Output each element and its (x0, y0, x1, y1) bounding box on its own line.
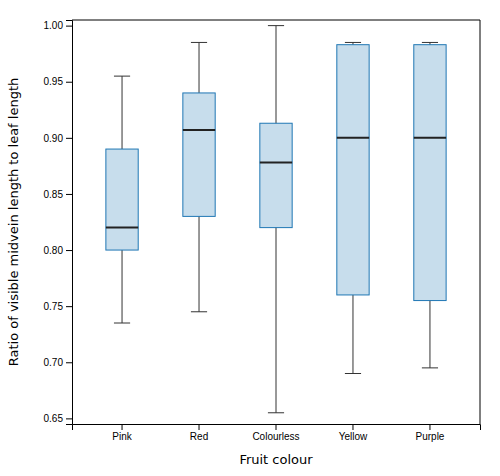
y-tick: 0.65 (44, 413, 72, 424)
x-tick-mark (352, 424, 353, 430)
x-tick: Red (190, 424, 208, 442)
y-axis-title: Ratio of visible midvein length to leaf … (6, 78, 21, 367)
y-tick-label: 0.95 (44, 76, 64, 87)
cap-low (345, 373, 361, 374)
y-tick: 0.85 (44, 189, 72, 200)
cap-high (422, 42, 438, 43)
whisker-low (122, 250, 123, 323)
x-tick-mark (199, 424, 200, 430)
frame (480, 20, 481, 424)
box-group (106, 76, 138, 323)
whisker-high (122, 76, 123, 149)
x-tick-mark (122, 424, 123, 430)
x-axis-title: Fruit colour (239, 452, 313, 467)
y-tick: 0.95 (44, 76, 72, 87)
y-tick: 0.90 (44, 133, 72, 144)
x-tick-label: Colourless (252, 431, 299, 442)
x-axis: Pink Red Colourless Yellow Purple (73, 424, 481, 442)
y-tick-mark (66, 250, 72, 251)
x-tick-label: Pink (112, 431, 132, 442)
whisker-low (199, 216, 200, 311)
box (183, 93, 215, 216)
x-tick: Pink (112, 424, 132, 442)
y-tick-mark (66, 82, 72, 83)
box (106, 149, 138, 250)
y-tick-mark (66, 194, 72, 195)
x-tick-label: Red (190, 431, 208, 442)
y-tick-label: 0.80 (44, 245, 64, 256)
median (106, 227, 138, 229)
y-tick-label: 0.70 (44, 357, 64, 368)
y-tick-label: 0.65 (44, 413, 64, 424)
y-tick: 0.75 (44, 301, 72, 312)
chart: 0.65 0.70 0.75 0.80 0.85 0.90 0.95 1.00 Pink Red C… (0, 0, 500, 476)
y-tick-mark (66, 306, 72, 307)
box (414, 45, 446, 301)
x-tick: Yellow (339, 424, 368, 442)
box-group (414, 42, 446, 367)
y-tick: 0.70 (44, 357, 72, 368)
cap-high (345, 42, 361, 43)
y-tick-mark (66, 418, 72, 419)
cap-low (114, 323, 130, 324)
x-tick-label: Purple (416, 431, 445, 442)
cap-high (114, 76, 130, 77)
frame (72, 20, 480, 21)
plot: 0.65 0.70 0.75 0.80 0.85 0.90 0.95 1.00 Pink Red C… (44, 20, 481, 442)
cap-high (191, 42, 207, 43)
y-tick-mark (66, 26, 72, 27)
cap-low (191, 311, 207, 312)
box-group (260, 26, 292, 413)
y-tick-mark (66, 138, 72, 139)
x-tick: Colourless (252, 424, 299, 442)
median (414, 137, 446, 139)
x-tick: Purple (416, 424, 445, 442)
whisker-low (276, 228, 277, 413)
y-tick-label: 0.90 (44, 133, 64, 144)
cap-low (422, 367, 438, 368)
y-tick-mark (66, 362, 72, 363)
box-group (337, 42, 369, 373)
median (183, 129, 215, 131)
y-tick-label: 0.75 (44, 301, 64, 312)
whisker-low (352, 295, 353, 374)
y-axis-line (66, 21, 73, 425)
y-tick-label: 0.85 (44, 189, 64, 200)
whisker-low (429, 301, 430, 368)
cap-high (268, 25, 284, 26)
x-axis-line (73, 425, 481, 431)
y-tick-label: 1.00 (44, 20, 64, 31)
boxes (106, 26, 446, 413)
box-group (183, 42, 215, 311)
whisker-high (199, 42, 200, 93)
box (260, 123, 292, 227)
cap-low (268, 412, 284, 413)
x-tick-mark (429, 424, 430, 430)
x-tick-mark (276, 424, 277, 430)
y-tick: 0.80 (44, 245, 72, 256)
x-tick-label: Yellow (339, 431, 368, 442)
y-axis: 0.65 0.70 0.75 0.80 0.85 0.90 0.95 1.00 (44, 20, 73, 424)
median (260, 162, 292, 164)
median (337, 137, 369, 139)
whisker-high (276, 26, 277, 124)
box (337, 45, 369, 295)
y-tick: 1.00 (44, 20, 72, 31)
